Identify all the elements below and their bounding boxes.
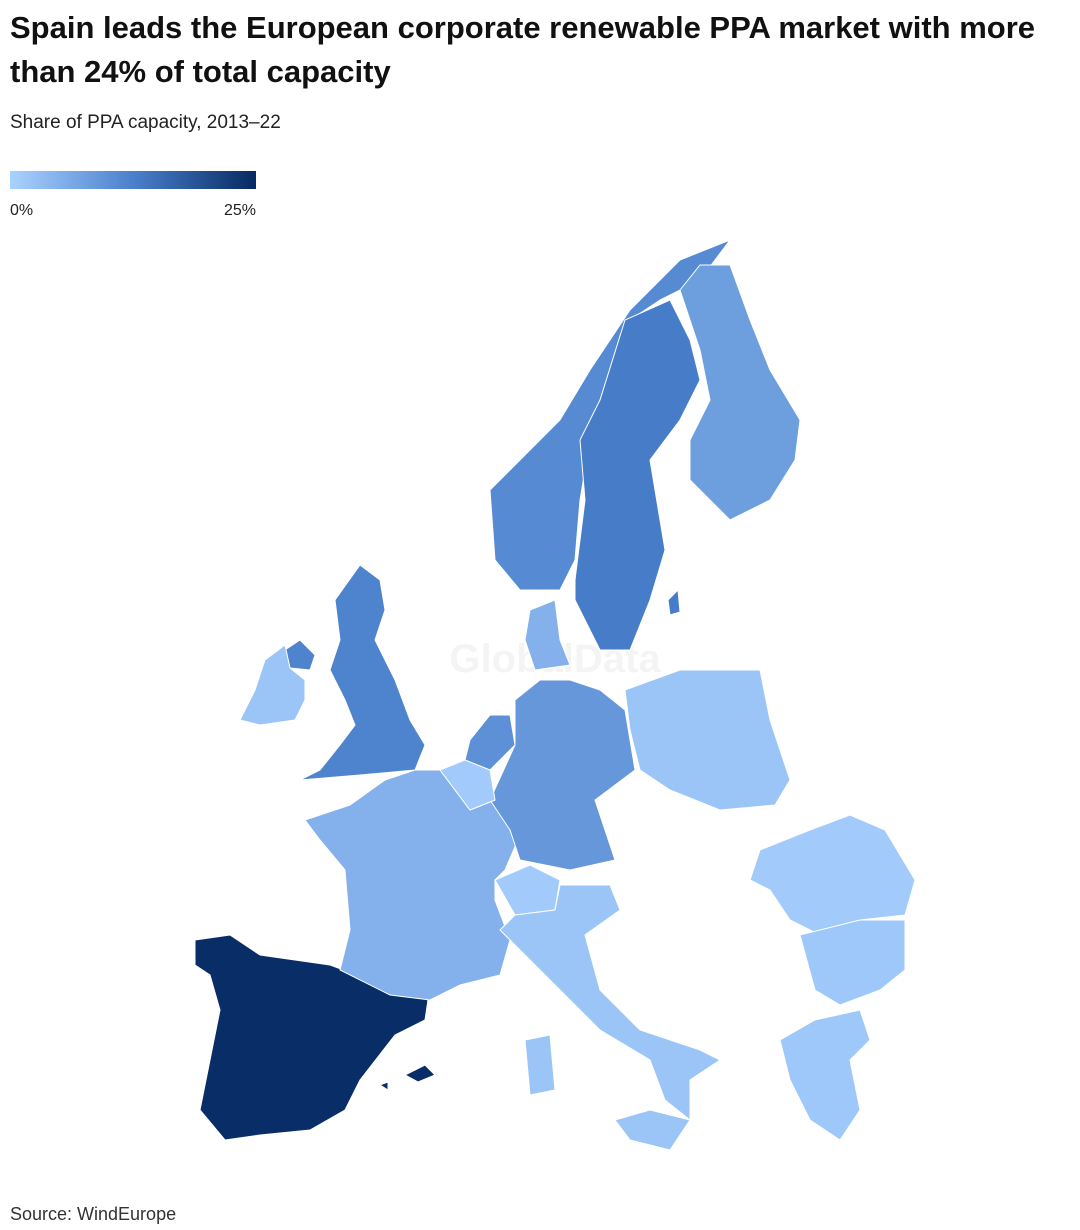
legend-label: 0% [10,202,33,219]
region [299,564,426,781]
region [489,679,636,871]
region [239,644,306,726]
region [524,599,571,671]
region [667,588,681,616]
region [494,864,561,916]
source: Source: WindEurope [10,1204,177,1224]
region [378,1081,389,1091]
region [624,669,791,811]
region [194,934,429,1141]
region [524,1034,556,1096]
map: 0%25%GlobalData [10,171,916,1151]
title: Spain leads the European corporate renew… [10,10,1036,89]
region [304,769,521,1001]
subtitle: Share of PPA capacity, 2013–22 [10,112,281,133]
region [614,1109,691,1151]
region [403,1064,436,1083]
region [799,919,906,1006]
region [779,1009,871,1141]
region [439,759,496,811]
legend-label: 25% [224,202,256,219]
region [574,299,701,651]
legend-bar [10,171,256,189]
region [679,264,801,521]
region [489,238,732,591]
region [499,884,721,1122]
region [749,814,916,936]
